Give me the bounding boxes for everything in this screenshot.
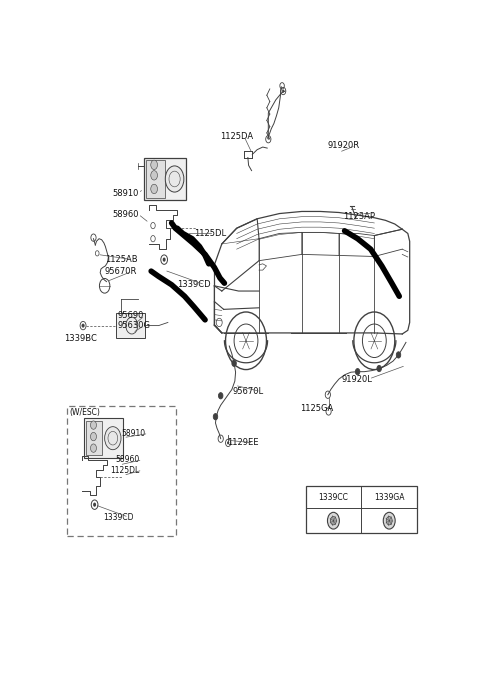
Text: 1339CD: 1339CD bbox=[103, 513, 133, 522]
Text: 1123AP: 1123AP bbox=[343, 212, 375, 221]
Text: 1125DL: 1125DL bbox=[194, 229, 226, 238]
Circle shape bbox=[330, 517, 336, 525]
Circle shape bbox=[327, 512, 339, 529]
Text: 1339BC: 1339BC bbox=[64, 334, 96, 343]
Circle shape bbox=[383, 512, 395, 529]
Text: 58960: 58960 bbox=[115, 455, 139, 464]
Bar bbox=[305, 486, 417, 533]
Circle shape bbox=[282, 90, 284, 92]
Circle shape bbox=[218, 392, 223, 399]
Circle shape bbox=[355, 369, 360, 375]
Circle shape bbox=[151, 184, 157, 194]
Circle shape bbox=[82, 324, 84, 327]
Text: 58910: 58910 bbox=[112, 188, 138, 198]
Circle shape bbox=[91, 444, 96, 452]
Circle shape bbox=[165, 166, 184, 192]
FancyBboxPatch shape bbox=[67, 406, 177, 536]
Circle shape bbox=[105, 426, 121, 449]
Text: 1339CC: 1339CC bbox=[319, 492, 348, 502]
Bar bbox=[145, 160, 165, 198]
Text: 95670R: 95670R bbox=[105, 267, 137, 275]
Text: 1129EE: 1129EE bbox=[227, 439, 258, 447]
Text: 58960: 58960 bbox=[112, 209, 139, 218]
Text: 58910: 58910 bbox=[121, 429, 145, 438]
Circle shape bbox=[151, 160, 157, 169]
Bar bbox=[86, 421, 102, 455]
Text: 1339GA: 1339GA bbox=[374, 492, 405, 502]
Circle shape bbox=[386, 517, 392, 525]
Text: 95690: 95690 bbox=[118, 311, 144, 320]
Text: 95630G: 95630G bbox=[118, 320, 151, 330]
Circle shape bbox=[93, 503, 96, 507]
Text: 1125DL: 1125DL bbox=[110, 466, 140, 475]
Text: (W/ESC): (W/ESC) bbox=[69, 408, 100, 417]
Circle shape bbox=[151, 171, 157, 180]
Circle shape bbox=[163, 258, 166, 262]
Bar bbox=[84, 418, 123, 458]
Circle shape bbox=[213, 413, 218, 420]
Text: 1339CD: 1339CD bbox=[177, 280, 211, 289]
Text: 1125DA: 1125DA bbox=[220, 132, 253, 141]
Bar bbox=[144, 158, 186, 201]
Circle shape bbox=[232, 360, 236, 367]
Circle shape bbox=[396, 352, 401, 358]
Circle shape bbox=[377, 365, 382, 372]
Circle shape bbox=[91, 432, 96, 441]
Circle shape bbox=[91, 421, 96, 429]
Text: 1125GA: 1125GA bbox=[300, 405, 333, 413]
Circle shape bbox=[227, 441, 229, 445]
Text: 91920R: 91920R bbox=[328, 141, 360, 150]
Text: 91920L: 91920L bbox=[342, 375, 373, 384]
Text: 1125AB: 1125AB bbox=[105, 255, 137, 264]
Text: 95670L: 95670L bbox=[233, 387, 264, 396]
Bar bbox=[116, 313, 145, 338]
